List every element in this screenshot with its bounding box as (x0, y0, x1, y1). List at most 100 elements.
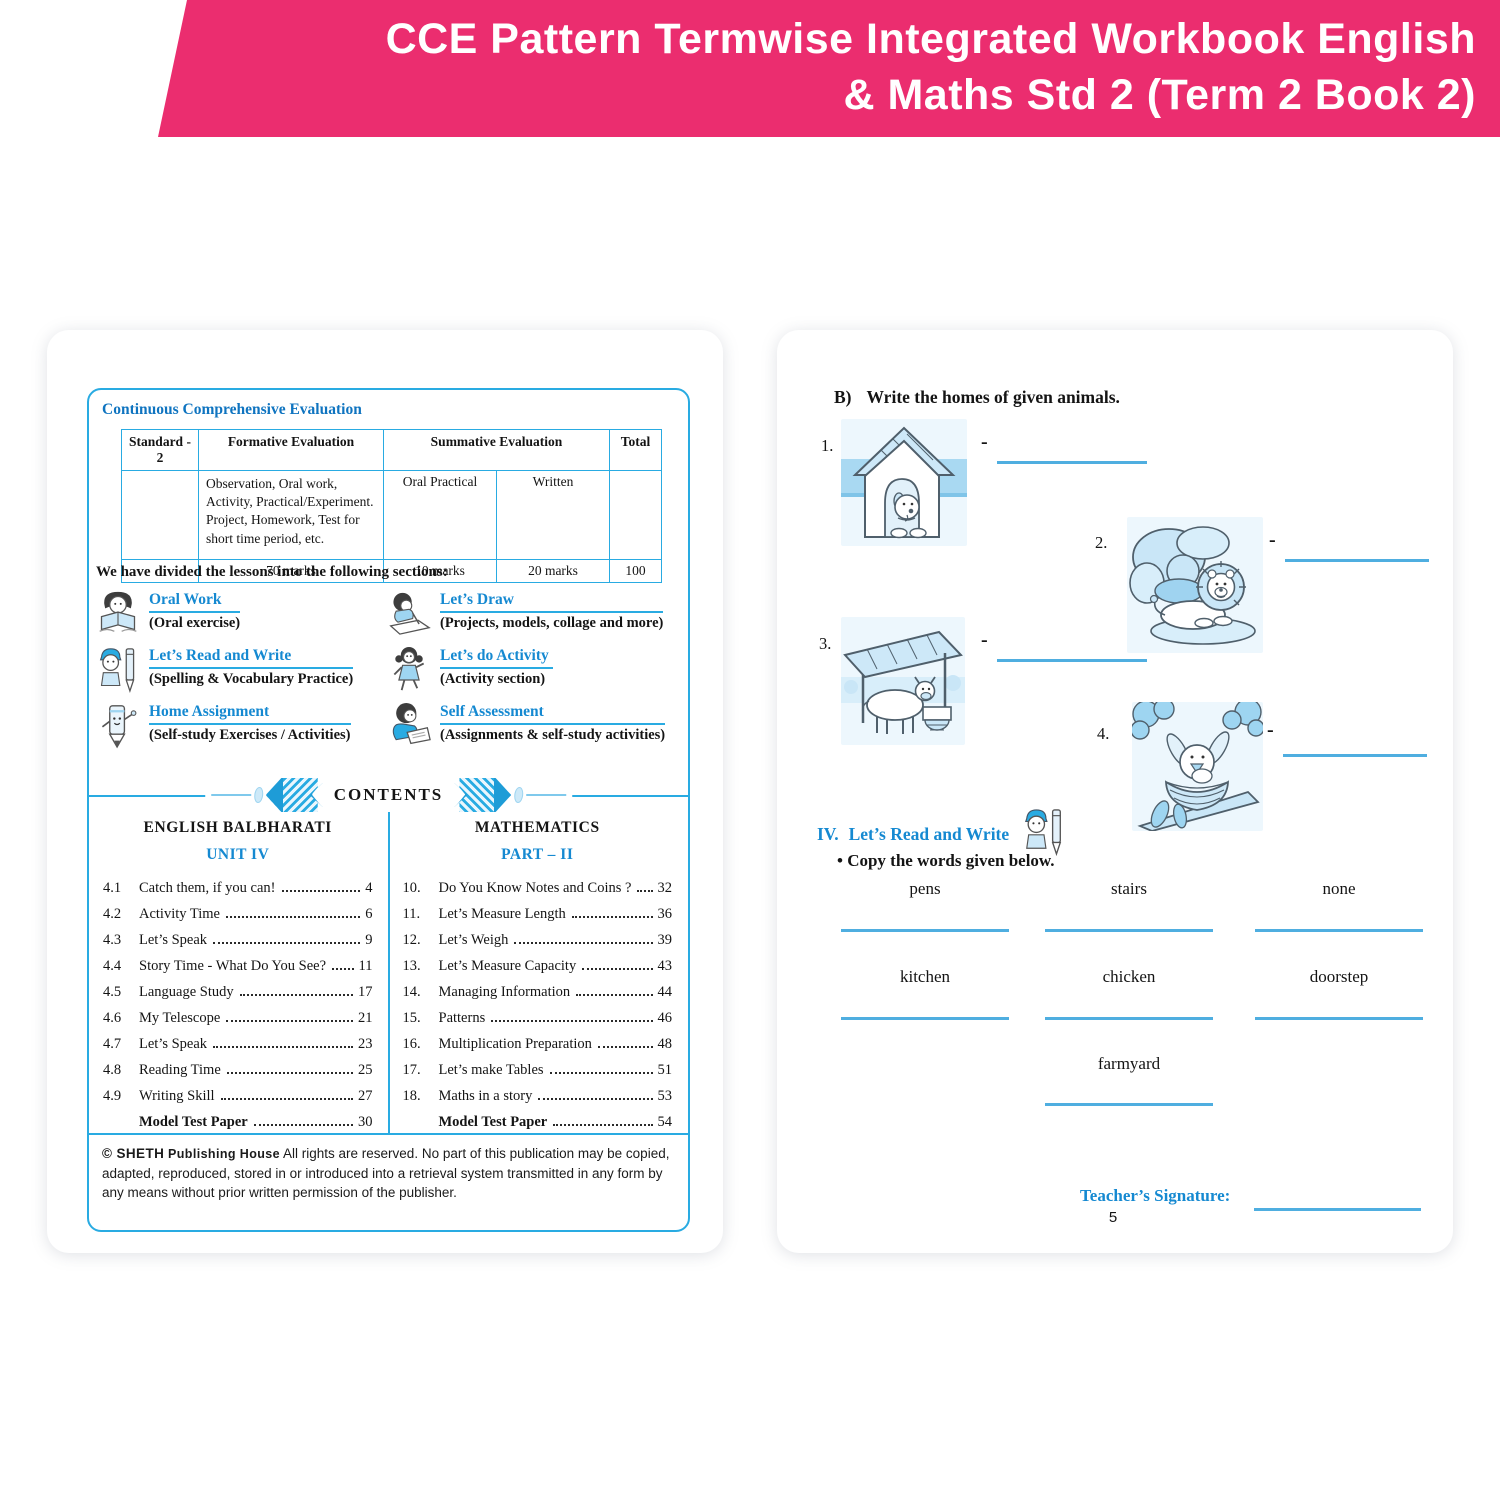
cce-heading: Continuous Comprehensive Evaluation (102, 401, 362, 418)
formative-detail-cell: Observation, Oral work, Activity, Practi… (198, 470, 384, 560)
col-total: Total (609, 429, 662, 471)
copy-word: doorstep (1309, 967, 1369, 986)
page-number: 5 (1108, 1209, 1118, 1226)
kid-writing-icon (96, 644, 140, 694)
section-label: Let’s Read and Write (149, 647, 354, 669)
right-book-page: B) Write the homes of given animals. 1. -… (777, 330, 1453, 1253)
written-cell: Written (496, 470, 610, 560)
cow-in-shed-illustration (841, 617, 965, 745)
contents-title: CONTENTS (312, 780, 466, 809)
kid-reading-icon (96, 588, 140, 638)
section-label: Self Assessment (440, 703, 666, 725)
kid-writing-icon (1021, 806, 1067, 856)
copy-word: stairs (1111, 879, 1147, 898)
banner-title-line1: CCE Pattern Termwise Integrated Workbook… (385, 14, 1476, 63)
table-header-row: Standard - 2 Formative Evaluation Summat… (121, 429, 662, 471)
maths-heading: MATHEMATICS (474, 819, 600, 836)
section-do-activity: Let’s do Activity (Activity section) (387, 644, 688, 700)
toc-row: 4.9 Writing Skill 27 (103, 1088, 373, 1104)
banner-title-line2: & Maths Std 2 (Term 2 Book 2) (843, 70, 1476, 119)
section-label: Oral Work (149, 591, 241, 613)
section-sublabel: (Self-study Exercises / Activities) (149, 727, 351, 743)
question-b-text: Write the homes of given animals. (866, 387, 1120, 407)
toc-row: 4.7 Let’s Speak 23 (103, 1036, 373, 1052)
lesson-sections: Oral Work (Oral exercise) Let’s Draw (Pr… (96, 588, 688, 756)
written-marks: 20 marks (496, 559, 610, 583)
toc-row: 14. Managing Information 44 (402, 984, 673, 1000)
bullet: • (837, 851, 843, 870)
copy-word: pens (909, 879, 941, 898)
toc-row: Model Test Paper 54 (438, 1114, 673, 1130)
section-read-write: Let’s Read and Write (Spelling & Vocabul… (96, 644, 387, 700)
section-sublabel: (Activity section) (440, 671, 546, 687)
copy-line (1255, 929, 1423, 932)
dash: - (981, 629, 988, 651)
dash: - (981, 431, 988, 453)
bird-in-nest-illustration (1132, 702, 1263, 831)
contents-ribbon: CONTENTS (310, 783, 468, 807)
toc-row: 17. Let’s make Tables 51 (402, 1062, 673, 1078)
question-b-label: B) (834, 387, 852, 407)
leaf-ornament-icon (514, 787, 524, 803)
girl-activity-icon (387, 644, 431, 694)
copyright-notice: © SHETH Publishing House All rights are … (89, 1133, 688, 1230)
lion-in-den-illustration (1127, 517, 1263, 653)
formative-marks: 70 marks (198, 559, 384, 583)
empty-cell (609, 470, 662, 560)
copy-line (1255, 1017, 1423, 1020)
total-marks: 100 (609, 559, 662, 583)
toc-row: 12. Let’s Weigh 39 (402, 932, 673, 948)
answer-line-3 (997, 659, 1147, 662)
table-marks-row: 70 marks 10 marks 20 marks 100 (121, 559, 662, 583)
copy-word: farmyard (1097, 1054, 1161, 1073)
left-book-page: Continuous Comprehensive Evaluation Stan… (47, 330, 723, 1253)
animal-item-number: 1. (821, 436, 834, 455)
teacher-signature-label: Teacher’s Signature: (1080, 1186, 1231, 1205)
answer-line-2 (1285, 559, 1429, 562)
toc-row: 18. Maths in a story 53 (402, 1088, 673, 1104)
toc-english-column: ENGLISH BALBHARATI UNIT IV 4.1 Catch them… (89, 797, 389, 1133)
maths-subheading: PART – II (501, 846, 574, 863)
toc-row: 4.6 My Telescope 21 (103, 1010, 373, 1026)
banner-rule-left (210, 794, 251, 796)
leaf-ornament-icon (253, 787, 263, 803)
section-sublabel: (Assignments & self-study activities) (440, 727, 666, 743)
title-banner: CCE Pattern Termwise Integrated Workbook… (158, 0, 1500, 137)
section-sublabel: (Oral exercise) (149, 615, 241, 631)
section-home-assignment: Home Assignment (Self-study Exercises / … (96, 700, 387, 756)
copyright-text: All rights are reserved. No part of this… (102, 1146, 670, 1200)
dash: - (1267, 719, 1274, 741)
section-label: Home Assignment (149, 703, 351, 725)
toc-row: 4.3 Let’s Speak 9 (103, 932, 373, 948)
banner-rule-right (526, 794, 567, 796)
answer-line-1 (997, 461, 1147, 464)
col-summative: Summative Evaluation (383, 429, 610, 471)
toc-row: 4.4 Story Time - What Do You See? 11 (103, 958, 373, 974)
copy-line (841, 929, 1009, 932)
col-formative: Formative Evaluation (198, 429, 384, 471)
oral-marks: 10 marks (383, 559, 497, 583)
section-iv-number: IV. (817, 823, 839, 844)
toc-row: Model Test Paper 30 (139, 1114, 373, 1130)
section-iv-heading: IV. Let’s Read and Write (817, 812, 1067, 856)
english-subheading: UNIT IV (206, 846, 270, 863)
toc-maths-column: MATHEMATICS PART – II 10. Do You Know Not… (389, 797, 689, 1133)
toc-row: 11. Let’s Measure Length 36 (402, 906, 673, 922)
answer-line-4 (1283, 754, 1427, 757)
empty-cell (121, 470, 199, 560)
copy-word: none (1322, 879, 1356, 898)
toc-row: 4.5 Language Study 17 (103, 984, 373, 1000)
copy-word: chicken (1102, 967, 1156, 986)
dash: - (1269, 529, 1276, 551)
sections-intro: We have divided the lessons into the fol… (96, 564, 448, 580)
section-lets-draw: Let’s Draw (Projects, models, collage an… (387, 588, 688, 644)
publisher-name: Publishing House (168, 1147, 280, 1161)
contents-area: CONTENTS ENGLISH BALBHARATI UNIT IV 4.1 C… (89, 778, 689, 1133)
copy-word: kitchen (899, 967, 951, 986)
copy-line (841, 1017, 1009, 1020)
section-label: Let’s do Activity (440, 647, 553, 669)
pencil-character-icon (96, 700, 140, 750)
copy-instruction: • Copy the words given below. (837, 851, 1055, 870)
oral-practical-cell: Oral Practical (383, 470, 497, 560)
toc-row: 16. Multiplication Preparation 48 (402, 1036, 673, 1052)
